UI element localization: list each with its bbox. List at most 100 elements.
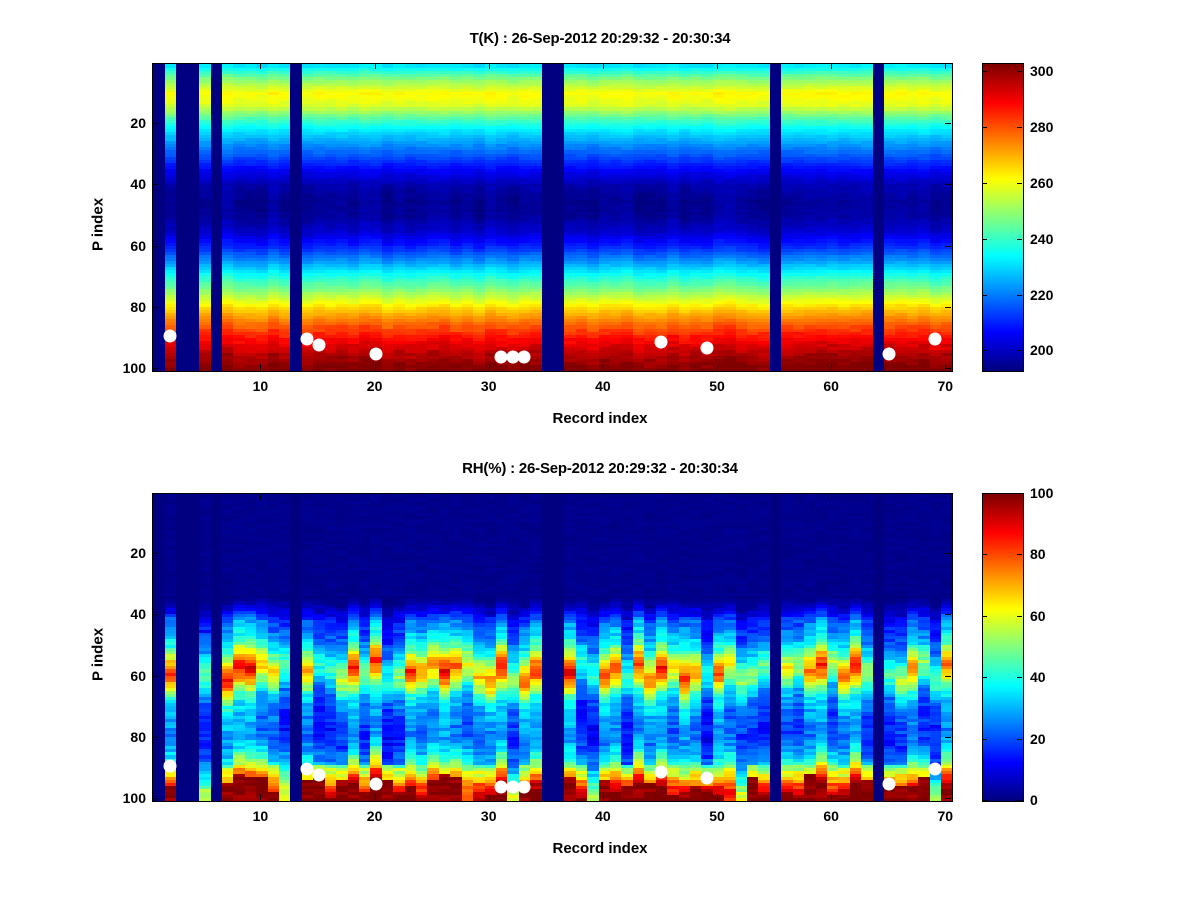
x-tick-label: 60 bbox=[823, 378, 839, 394]
x-tick-mark-top bbox=[374, 493, 376, 499]
y-tick-label: 20 bbox=[130, 114, 146, 131]
x-tick-mark bbox=[831, 364, 833, 370]
x-tick-label: 40 bbox=[595, 808, 611, 824]
panel-title-humidity: RH(%) : 26-Sep-2012 20:29:32 - 20:30:34 bbox=[462, 460, 738, 477]
x-tick-label: 10 bbox=[252, 808, 269, 824]
colorbar-temperature bbox=[982, 63, 1024, 372]
y-tick-mark-right bbox=[945, 184, 951, 186]
colorbar-tick-label: 0 bbox=[1030, 792, 1038, 808]
y-tick-label: 100 bbox=[122, 360, 146, 377]
y-tick-mark-right bbox=[945, 552, 951, 554]
x-tick-label: 40 bbox=[595, 378, 611, 394]
colorbar-tick-label: 20 bbox=[1030, 730, 1046, 747]
x-tick-mark bbox=[488, 794, 490, 800]
y-tick-mark-right bbox=[945, 368, 951, 370]
y-tick-mark bbox=[152, 737, 158, 739]
y-tick-label: 60 bbox=[130, 237, 146, 254]
colorbar-tick-right bbox=[1017, 183, 1022, 184]
x-tick-mark bbox=[260, 794, 262, 800]
colorbar-tick-right bbox=[1017, 238, 1022, 240]
y-tick-mark bbox=[152, 184, 158, 186]
x-tick-mark-top bbox=[602, 63, 604, 69]
x-tick-label: 20 bbox=[366, 808, 383, 824]
colorbar-tick-right bbox=[1017, 71, 1022, 73]
x-tick-mark bbox=[717, 794, 718, 800]
y-tick-mark-right bbox=[945, 798, 951, 800]
x-tick-mark-top bbox=[831, 63, 833, 69]
x-tick-label: 70 bbox=[937, 808, 954, 824]
colorbar-tick-right bbox=[1017, 493, 1022, 494]
colorbar-tick-right bbox=[1017, 738, 1022, 740]
y-tick-mark-right bbox=[945, 614, 951, 616]
y-tick-mark-right bbox=[945, 675, 951, 677]
x-tick-label: 50 bbox=[709, 378, 725, 394]
y-tick-label: 80 bbox=[130, 729, 146, 746]
y-tick-label: 80 bbox=[130, 299, 146, 316]
x-tick-mark-top bbox=[831, 493, 833, 499]
y-tick-mark-right bbox=[945, 245, 951, 247]
x-tick-mark bbox=[488, 364, 490, 370]
colorbar-tick-label: 80 bbox=[1030, 546, 1046, 563]
y-axis-title-temperature: P index bbox=[89, 197, 107, 252]
panel-temperature: T(K) : 26-Sep-2012 20:29:32 - 20:30:34 1… bbox=[89, 30, 1054, 427]
y-axis-title-humidity: P index bbox=[89, 627, 107, 682]
x-tick-mark-top bbox=[945, 63, 947, 69]
y-tick-mark bbox=[152, 307, 158, 309]
x-tick-mark-top bbox=[602, 493, 604, 499]
x-tick-label: 30 bbox=[480, 808, 497, 824]
x-tick-label: 30 bbox=[480, 378, 497, 394]
colorbar-tick bbox=[982, 294, 987, 296]
x-tick-mark-top bbox=[488, 63, 490, 69]
colorbar-tick-right bbox=[1017, 677, 1022, 679]
x-tick-label: 10 bbox=[252, 378, 269, 394]
colorbar-humidity bbox=[982, 493, 1024, 802]
x-axis-title-temperature: Record index bbox=[552, 410, 648, 427]
x-tick-mark bbox=[374, 364, 376, 370]
colorbar-tick-right bbox=[1017, 800, 1022, 801]
colorbar-tick-label: 260 bbox=[1030, 175, 1054, 191]
y-tick-mark bbox=[152, 798, 158, 800]
heatmap-humidity bbox=[152, 493, 953, 802]
colorbar-tick-label: 100 bbox=[1030, 485, 1054, 501]
x-tick-mark bbox=[260, 364, 262, 370]
colorbar-tick bbox=[982, 677, 987, 679]
y-tick-mark bbox=[152, 245, 158, 247]
x-tick-mark-top bbox=[260, 63, 262, 69]
colorbar-tick-label: 300 bbox=[1030, 63, 1054, 80]
x-tick-mark-top bbox=[717, 493, 718, 499]
colorbar-tick-label: 40 bbox=[1030, 669, 1046, 686]
y-tick-mark bbox=[152, 122, 158, 124]
y-tick-label: 100 bbox=[122, 790, 146, 807]
colorbar-tick-right bbox=[1017, 127, 1022, 129]
x-tick-mark bbox=[945, 794, 947, 800]
x-axis-title-humidity: Record index bbox=[552, 840, 648, 857]
panel-humidity: RH(%) : 26-Sep-2012 20:29:32 - 20:30:34 … bbox=[0, 430, 1200, 900]
colorbar-tick bbox=[982, 615, 987, 617]
x-tick-mark-top bbox=[488, 493, 490, 499]
colorbar-tick bbox=[982, 71, 987, 73]
colorbar-tick bbox=[982, 350, 987, 352]
colorbar-tick-right bbox=[1017, 294, 1022, 296]
x-tick-label: 60 bbox=[823, 808, 839, 824]
colorbar-tick bbox=[982, 238, 987, 240]
x-tick-label: 50 bbox=[709, 808, 725, 824]
y-tick-mark-right bbox=[945, 122, 951, 124]
colorbar-tick-label: 60 bbox=[1030, 607, 1046, 624]
x-tick-mark bbox=[945, 364, 947, 370]
colorbar-tick bbox=[982, 183, 987, 184]
y-tick-mark-right bbox=[945, 737, 951, 739]
x-tick-mark bbox=[717, 364, 718, 370]
colorbar-tick-right bbox=[1017, 350, 1022, 352]
panel-title-temperature: T(K) : 26-Sep-2012 20:29:32 - 20:30:34 bbox=[469, 30, 731, 47]
x-tick-label: 70 bbox=[937, 378, 954, 394]
y-tick-label: 20 bbox=[130, 544, 146, 561]
y-tick-label: 60 bbox=[130, 667, 146, 684]
colorbar-tick-right bbox=[1017, 615, 1022, 617]
colorbar-tick-label: 240 bbox=[1030, 230, 1054, 247]
x-tick-label: 20 bbox=[366, 378, 383, 394]
y-tick-label: 40 bbox=[130, 606, 146, 623]
colorbar-tick bbox=[982, 554, 987, 556]
y-tick-mark bbox=[152, 614, 158, 616]
colorbar-tick bbox=[982, 800, 987, 801]
